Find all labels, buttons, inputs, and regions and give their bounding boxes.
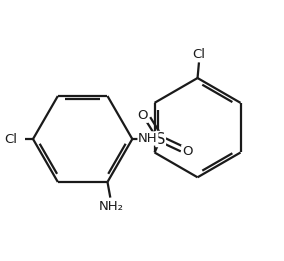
Text: Cl: Cl: [5, 133, 17, 146]
Text: Cl: Cl: [193, 48, 206, 61]
Text: O: O: [137, 109, 148, 122]
Text: NH₂: NH₂: [98, 200, 123, 213]
Text: O: O: [182, 145, 192, 158]
Text: NH: NH: [138, 132, 158, 145]
Text: S: S: [156, 132, 165, 146]
